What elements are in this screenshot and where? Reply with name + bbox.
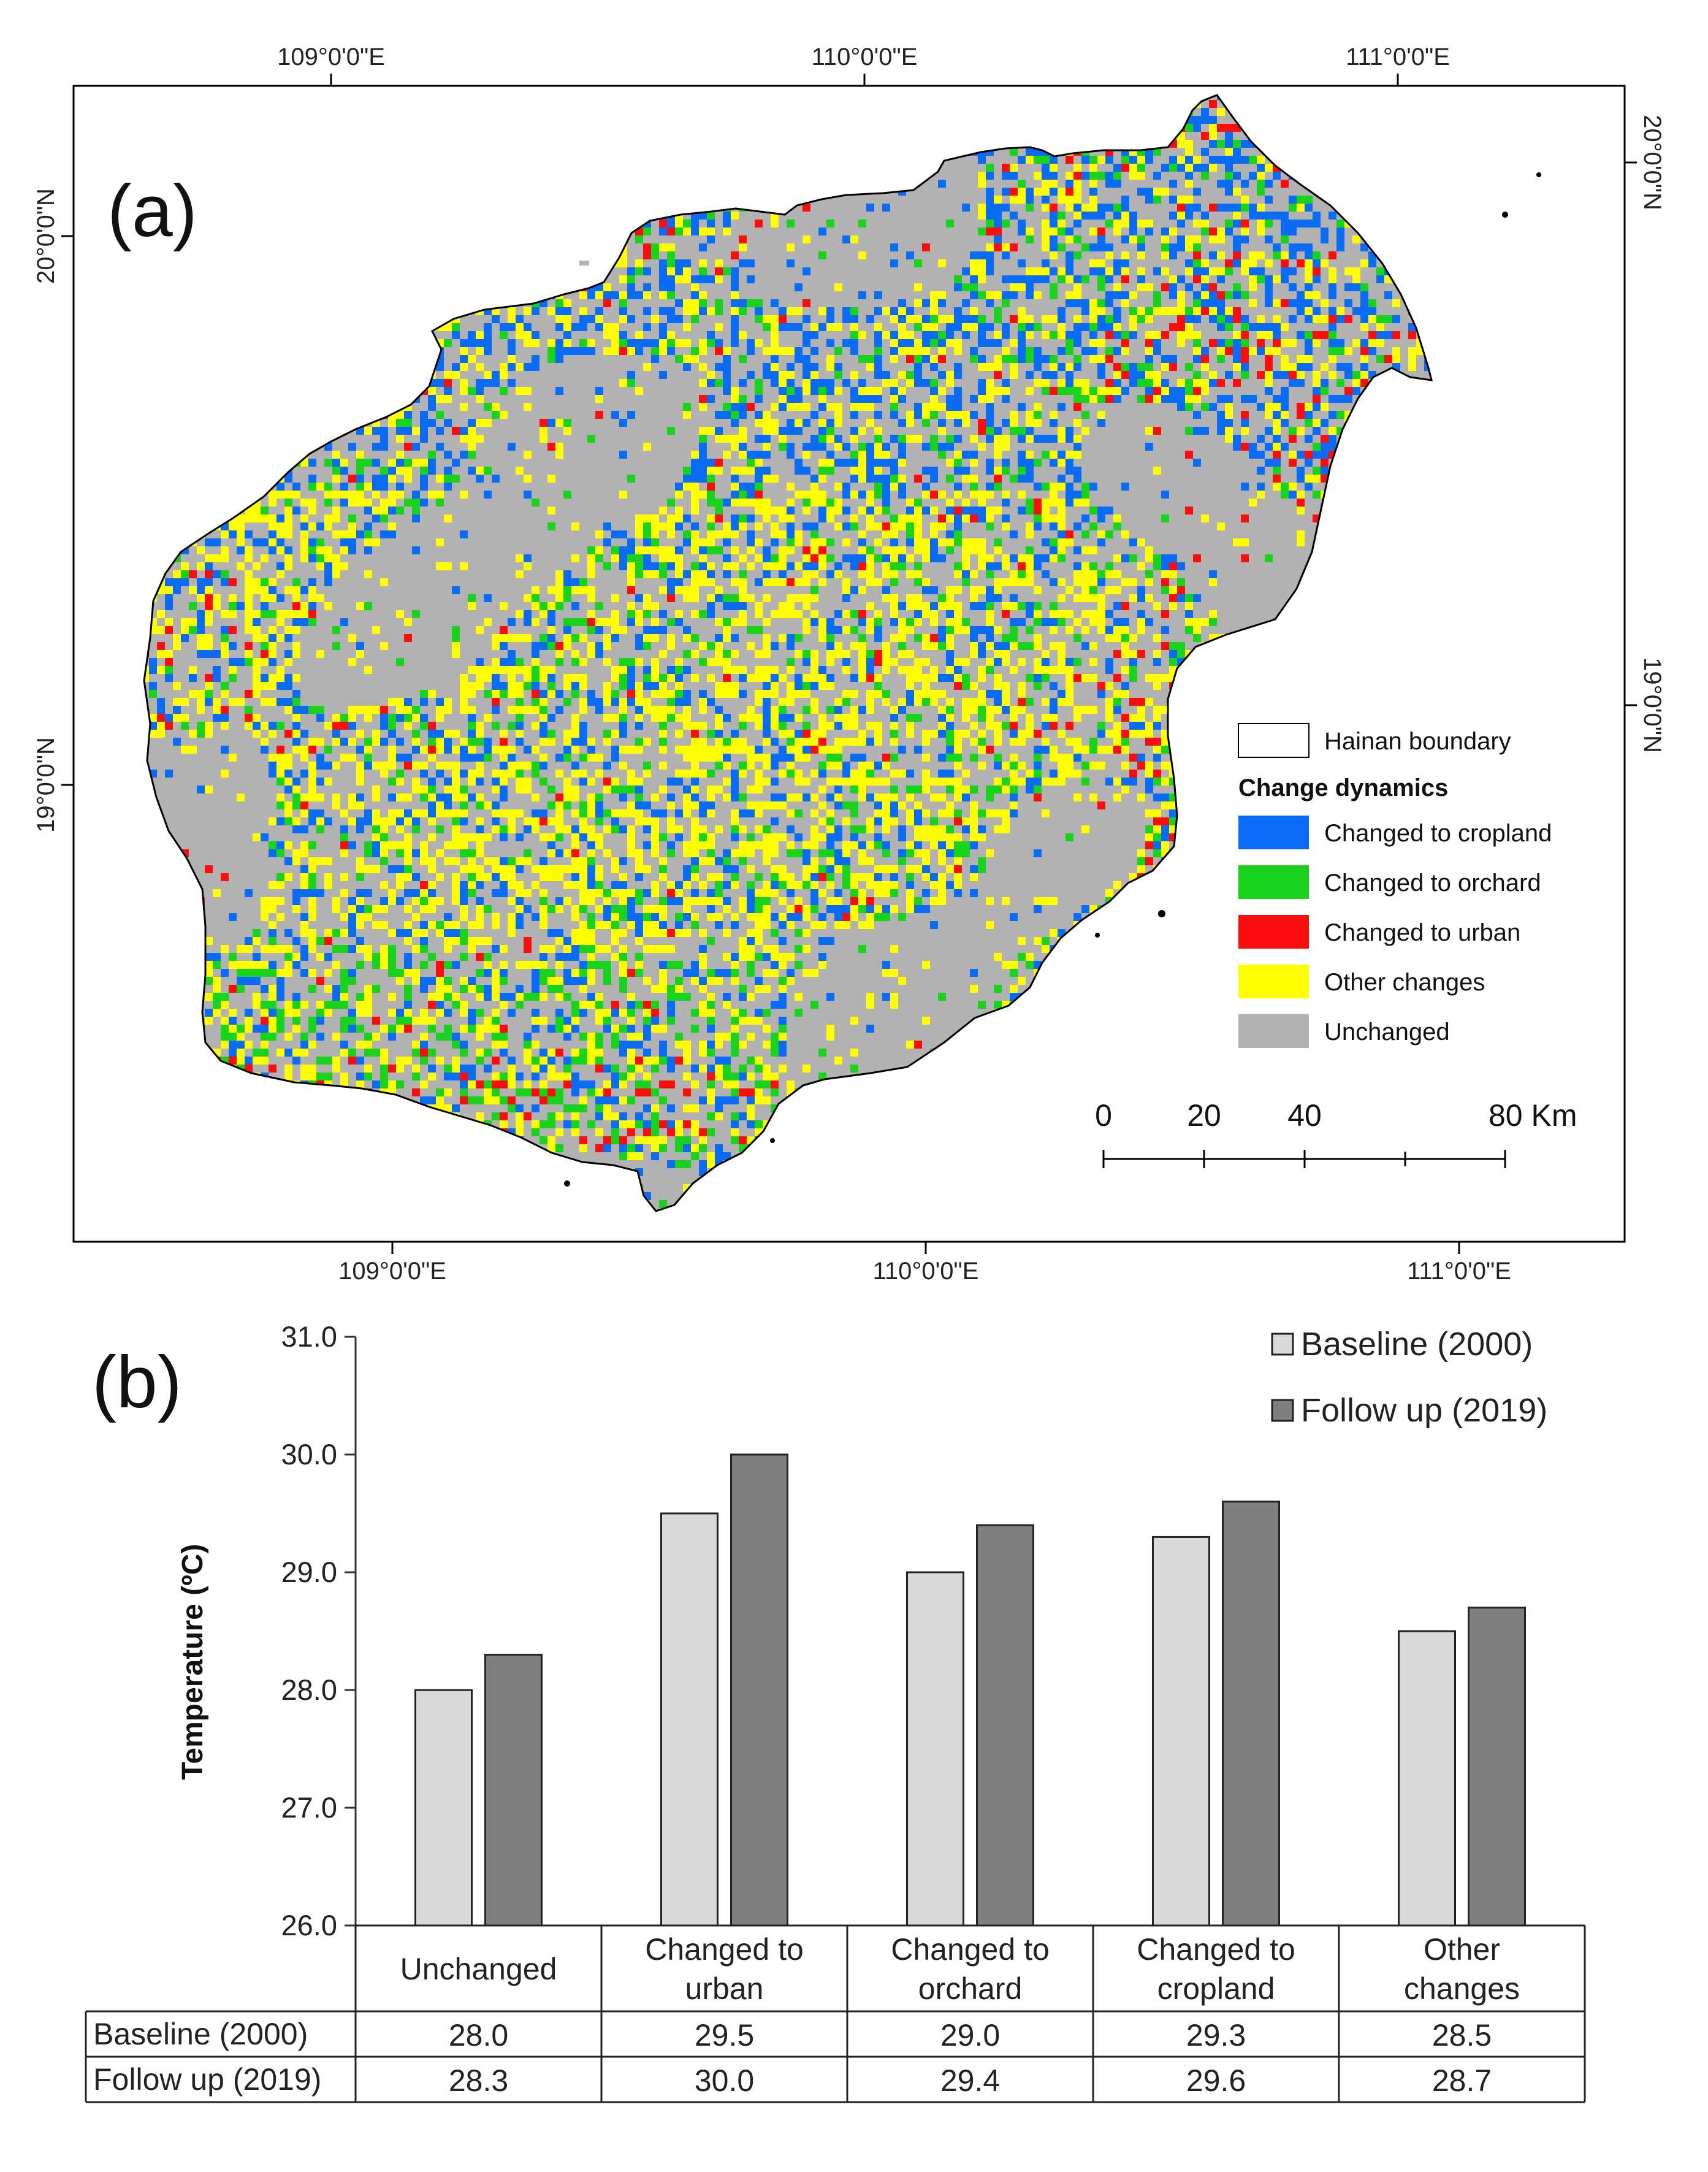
- chart-legend-label-0: Baseline (2000): [1301, 1326, 1533, 1363]
- y-tick-label: 26.0: [281, 1909, 337, 1941]
- chart-legend-label-1: Follow up (2019): [1301, 1392, 1547, 1429]
- bar-baseline-0: [414, 1689, 473, 1927]
- panel-b-label: (b): [92, 1341, 182, 1423]
- legend-label-boundary: Hainan boundary: [1324, 728, 1511, 755]
- table-cell-value: 28.7: [1432, 2063, 1492, 2098]
- panel-a: 109°0'0"E 110°0'0"E 111°0'0"E 109°0'0"E …: [32, 44, 1666, 1285]
- lon-tick-bottom-109: 109°0'0"E: [338, 1258, 446, 1285]
- legend-label-1: Changed to orchard: [1324, 870, 1541, 897]
- scale-label-20: 20: [1187, 1098, 1221, 1133]
- x-category-label: Changed to urban: [645, 1932, 804, 2006]
- bar-baseline-2: [906, 1571, 964, 1927]
- table-cell-value: 29.0: [940, 2018, 1000, 2052]
- lon-tick-bottom-110: 110°0'0"E: [873, 1258, 979, 1285]
- legend-swatch-1: [1238, 865, 1309, 899]
- scale-label-80: 80 Km: [1489, 1098, 1577, 1133]
- legend-label-4: Unchanged: [1324, 1019, 1450, 1046]
- scale-label-0: 0: [1095, 1098, 1112, 1133]
- y-axis: 26.0 27.0 28.0 29.0 30.0 31.0: [281, 1320, 357, 1941]
- scale-label-40: 40: [1287, 1098, 1322, 1133]
- lon-tick-bottom-111: 111°0'0"E: [1407, 1258, 1511, 1285]
- y-tick-label: 30.0: [281, 1438, 337, 1470]
- table-cell-value: 29.3: [1186, 2018, 1246, 2052]
- bars: [414, 1453, 1526, 1927]
- legend-title: Change dynamics: [1238, 774, 1448, 801]
- table-cell-value: 29.4: [940, 2063, 1000, 2098]
- bar-baseline-3: [1152, 1535, 1210, 1927]
- lat-tick-left-20: 20°0'0"N: [32, 188, 59, 284]
- legend-label-3: Other changes: [1324, 969, 1485, 996]
- lon-tick-top-111: 111°0'0"E: [1346, 44, 1450, 71]
- x-category-label: Unchanged: [400, 1952, 557, 1986]
- bar-followup-1: [730, 1453, 788, 1927]
- panel-a-label: (a): [107, 170, 197, 252]
- bar-baseline-1: [660, 1512, 719, 1927]
- y-axis-label: Temperature (ºC): [177, 1544, 209, 1780]
- table-cell-value: 30.0: [695, 2063, 754, 2098]
- y-tick-label: 28.0: [281, 1673, 337, 1706]
- table-row-label: Baseline (2000): [93, 2017, 308, 2051]
- y-tick-label: 27.0: [281, 1791, 337, 1824]
- panel-b: (b) Temperature (ºC) 26.0 27.0 28.0 29.0 30.…: [85, 1320, 1586, 2103]
- bar-baseline-4: [1398, 1630, 1456, 1927]
- lat-tick-left-19: 19°0'0"N: [32, 737, 59, 833]
- legend-swatch-boundary: [1238, 723, 1310, 758]
- legend-label-2: Changed to urban: [1324, 919, 1520, 946]
- chart-legend: Baseline (2000) Follow up (2019): [1271, 1326, 1547, 1429]
- lat-tick-right-20: 20°0'0"N: [1639, 115, 1666, 210]
- chart-legend-swatch-0: [1271, 1333, 1294, 1356]
- table-cell-value: 28.5: [1432, 2018, 1492, 2052]
- table-cell-value: 28.0: [449, 2018, 508, 2052]
- legend-swatch-3: [1238, 965, 1309, 998]
- bar-followup-3: [1222, 1501, 1280, 1927]
- y-tick-label: 31.0: [281, 1320, 337, 1353]
- y-tick-label: 29.0: [281, 1556, 337, 1588]
- data-table: Unchanged Changed to urban Changed to orchar…: [85, 1924, 1586, 2103]
- bar-followup-0: [484, 1653, 543, 1927]
- table-row-label: Follow up (2019): [93, 2062, 321, 2097]
- legend-swatch-0: [1238, 816, 1309, 849]
- chart-legend-swatch-1: [1271, 1399, 1294, 1422]
- legend-label-0: Changed to cropland: [1324, 820, 1552, 847]
- bar-followup-2: [976, 1524, 1034, 1927]
- lon-tick-top-109: 109°0'0"E: [277, 44, 385, 71]
- bar-followup-4: [1468, 1607, 1526, 1927]
- lon-tick-top-110: 110°0'0"E: [812, 44, 918, 71]
- x-category-label: Other changes: [1404, 1932, 1520, 2006]
- lat-tick-right-19: 19°0'0"N: [1639, 657, 1666, 753]
- x-category-label: Changed to cropland: [1137, 1932, 1295, 2006]
- legend-swatch-2: [1238, 915, 1309, 949]
- table-cell-value: 29.6: [1186, 2063, 1246, 2098]
- scale-bar: 0 20 40 80 Km: [1095, 1098, 1577, 1168]
- x-category-label: Changed to orchard: [891, 1932, 1050, 2006]
- map-legend: Hainan boundary Change dynamics Changed …: [1238, 723, 1552, 1048]
- table-cell-value: 28.3: [449, 2063, 508, 2098]
- legend-swatch-4: [1238, 1014, 1309, 1048]
- table-cell-value: 29.5: [695, 2018, 754, 2052]
